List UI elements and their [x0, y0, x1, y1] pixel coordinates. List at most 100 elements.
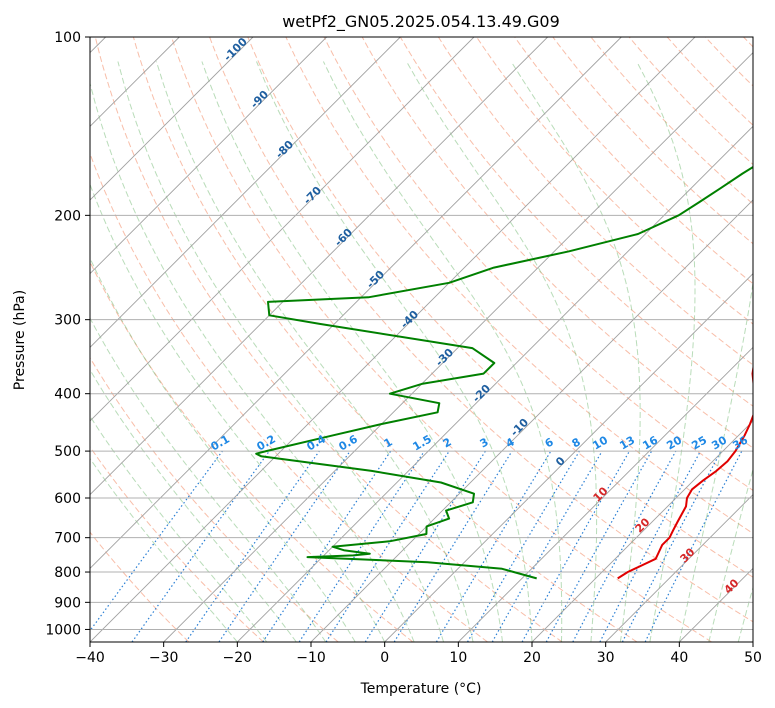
dry-adiabat-label: -50	[364, 268, 387, 291]
dry-adiabat-label: 30	[678, 545, 698, 565]
moist-adiabat	[155, 61, 474, 642]
mixing-ratio-line	[393, 450, 513, 642]
moist-adiabat	[678, 280, 753, 642]
plot-frame	[89, 36, 754, 643]
moist-adiabat	[90, 457, 238, 642]
mixing-ratio-line	[185, 450, 320, 642]
mixing-ratio-line	[572, 450, 677, 642]
dry-adiabat-label: -60	[332, 226, 355, 249]
y-tick-label: 800	[54, 565, 81, 581]
x-tick-label: −30	[149, 650, 179, 666]
moist-adiabat	[322, 61, 563, 642]
dry-adiabat-label: 20	[633, 515, 653, 535]
profile-series	[255, 165, 753, 580]
dry-adiabat	[552, 37, 753, 245]
mixing-ratio-line	[131, 450, 270, 642]
dry-adiabat	[90, 531, 190, 642]
dry-adiabat	[704, 37, 753, 87]
y-axis-label: Pressure (hPa)	[12, 290, 28, 390]
isotherm	[90, 37, 696, 642]
chart-title: wetPf2_GN05.2025.054.13.49.G09	[282, 12, 560, 32]
moist-adiabat	[90, 182, 386, 642]
dry-adiabat	[94, 37, 563, 642]
mixing-ratio-label: 20	[664, 433, 684, 452]
isotherm	[90, 37, 254, 201]
moist-adiabat	[636, 61, 696, 642]
x-tick-label: −10	[296, 650, 326, 666]
mixing-ratio-line	[325, 450, 450, 642]
dry-adiabat-label: -30	[433, 346, 456, 369]
mixing-ratio-line	[545, 450, 653, 642]
dry-adiabat-label: -40	[398, 308, 421, 331]
x-tick-label: 30	[597, 650, 615, 666]
moist-adiabat	[708, 467, 753, 642]
mixing-ratio-line	[521, 450, 631, 642]
dry-adiabat-label: -80	[273, 138, 296, 161]
moist-adiabat	[510, 61, 641, 642]
adiabat-labels: -100-90-80-70-60-50-40-30-20-10010203040…	[209, 35, 751, 597]
moist-adiabat	[737, 585, 753, 642]
mixing-ratio-line	[435, 450, 552, 642]
dry-adiabat	[437, 37, 753, 366]
moist-adiabat	[201, 61, 503, 642]
y-tick-label: 400	[54, 387, 81, 403]
moist-adiabat	[90, 256, 356, 642]
background-lines	[90, 37, 753, 642]
dry-adiabat-label: -100	[221, 35, 250, 64]
y-tick-label: 600	[54, 491, 81, 507]
dry-adiabat-label: -20	[470, 382, 493, 405]
x-tick-label: 20	[523, 650, 541, 666]
x-tick-label: 0	[380, 650, 389, 666]
isotherm	[90, 37, 401, 348]
dry-adiabat	[171, 37, 712, 642]
isotherm	[531, 420, 753, 642]
x-tick-label: −40	[75, 650, 105, 666]
dry-adiabat-label: -70	[301, 184, 324, 207]
x-tick-label: 10	[449, 650, 467, 666]
y-tick-label: 300	[54, 313, 81, 329]
dry-adiabat	[90, 446, 264, 642]
mixing-ratio-label: 0.2	[255, 432, 278, 453]
moist-adiabat	[90, 317, 327, 642]
isotherm	[384, 273, 753, 642]
mixing-ratio-label: 0.1	[209, 432, 232, 453]
moist-adiabat	[90, 81, 415, 642]
y-tick-label: 500	[54, 444, 81, 460]
isotherm	[237, 125, 753, 642]
x-tick-label: 50	[744, 650, 762, 666]
isotherm	[605, 494, 753, 642]
isotherm	[90, 37, 327, 275]
dry-adiabat	[247, 37, 753, 578]
temperature-line	[617, 326, 753, 580]
dry-adiabat-label: 10	[591, 484, 611, 504]
mixing-ratio-label: 1	[382, 435, 395, 450]
x-axis: −40 −30 −20 −10 0 10 20 30 40 50	[75, 642, 762, 666]
y-tick-label: 1000	[45, 622, 81, 638]
y-tick-label: 100	[54, 30, 81, 46]
y-tick-label: 900	[54, 595, 81, 611]
mixing-ratio-line	[644, 450, 743, 642]
mixing-ratio-label: 0.6	[337, 432, 361, 453]
y-tick-label: 200	[54, 208, 81, 224]
moist-adiabat	[406, 61, 598, 642]
mixing-ratio-line	[218, 450, 351, 642]
dry-adiabat	[285, 37, 753, 535]
dry-adiabat-label: -90	[248, 88, 271, 111]
mixing-ratio-label: 13	[617, 434, 637, 453]
isotherm	[90, 37, 475, 422]
isotherm	[752, 641, 753, 642]
mixing-ratio-line	[262, 450, 392, 642]
dry-adiabat	[90, 260, 414, 642]
moist-adiabat	[256, 61, 533, 642]
moist-adiabat	[90, 368, 297, 642]
dry-adiabat	[743, 37, 753, 48]
x-tick-label: −20	[223, 650, 253, 666]
mixing-ratio-label: 30	[709, 433, 729, 452]
dewpoint-line	[255, 165, 753, 580]
isotherm	[90, 37, 548, 496]
isotherm	[163, 52, 753, 642]
dry-adiabat	[323, 37, 753, 491]
mixing-ratio-label: 8	[570, 435, 583, 450]
dry-adiabat	[476, 37, 753, 325]
